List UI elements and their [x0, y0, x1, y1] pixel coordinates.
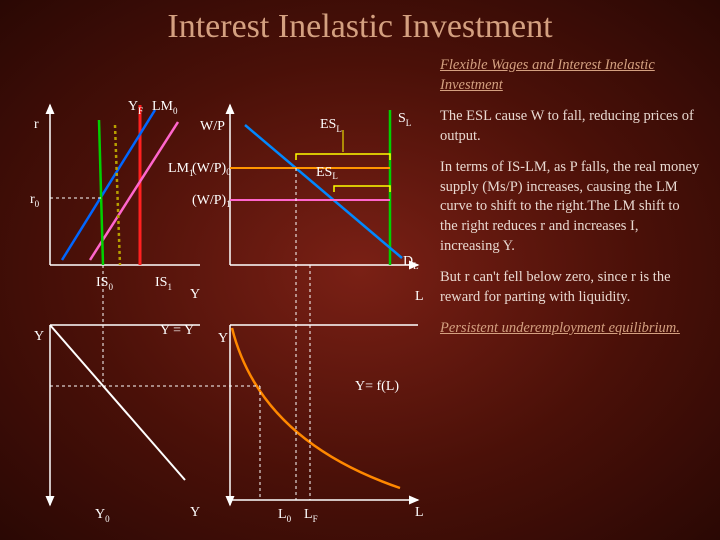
label-r0: r0 [30, 192, 40, 209]
label-l-bottom: L [415, 505, 424, 520]
label-wp: W/P [200, 119, 225, 134]
panel-45: Y Y = Y Y0 Y [34, 265, 200, 524]
label-r: r [34, 117, 39, 132]
label-yf: YF [128, 99, 143, 116]
label-sl: SL [398, 111, 411, 128]
economics-diagram: r YF LM0 LM1 IS0 IS1 r0 Y [0, 50, 440, 530]
explanation-column: Flexible Wages and Interest Inelastic In… [440, 50, 710, 530]
side-p1: The ESL cause W to fall, reducing prices… [440, 107, 700, 146]
side-p3: But r can't fell below zero, since r is … [440, 268, 700, 307]
label-wp0: (W/P)0 [192, 161, 231, 177]
label-is1: IS1 [155, 275, 172, 292]
label-esl: ESL [320, 117, 342, 134]
label-dl: DL [403, 254, 419, 271]
line-45 [50, 325, 185, 480]
label-lf: LF [304, 507, 318, 524]
label-l0: L0 [278, 507, 292, 524]
label-y-right: Y [218, 331, 228, 346]
label-l-upper: L [415, 289, 424, 304]
page-title: Interest Inelastic Investment [0, 0, 720, 50]
side-p2: In terms of IS-LM, as P falls, the real … [440, 158, 700, 256]
side-p4: Persistent underemployment equilibrium. [440, 319, 700, 339]
label-lm1: LM1 [168, 161, 194, 178]
label-y1: Y [190, 287, 200, 302]
diagram-area: r YF LM0 LM1 IS0 IS1 r0 Y [0, 50, 440, 530]
panel-prodfn: Y Y= f(L) L0 LF L [103, 168, 424, 524]
label-y-bottom: Y [190, 505, 200, 520]
panel-islm: r YF LM0 LM1 IS0 IS1 r0 Y [30, 99, 200, 302]
label-yeqy: Y = Y [160, 323, 194, 338]
line-is1 [115, 125, 120, 265]
curve-yfl [232, 328, 400, 488]
panel-labor: W/P SL DL (W/P)0 ESL (W/P)1 ESL L [192, 105, 424, 304]
label-y0: Y0 [95, 507, 110, 524]
bracket-esl-low [334, 186, 390, 192]
bracket-esl-top [296, 154, 390, 160]
label-lm0: LM0 [152, 99, 178, 116]
label-wp1: (W/P)1 [192, 193, 231, 209]
side-heading: Flexible Wages and Interest Inelastic In… [440, 56, 700, 95]
label-y-left: Y [34, 329, 44, 344]
label-is0: IS0 [96, 275, 113, 292]
label-yfl: Y= f(L) [355, 379, 399, 394]
line-dl [245, 125, 402, 258]
